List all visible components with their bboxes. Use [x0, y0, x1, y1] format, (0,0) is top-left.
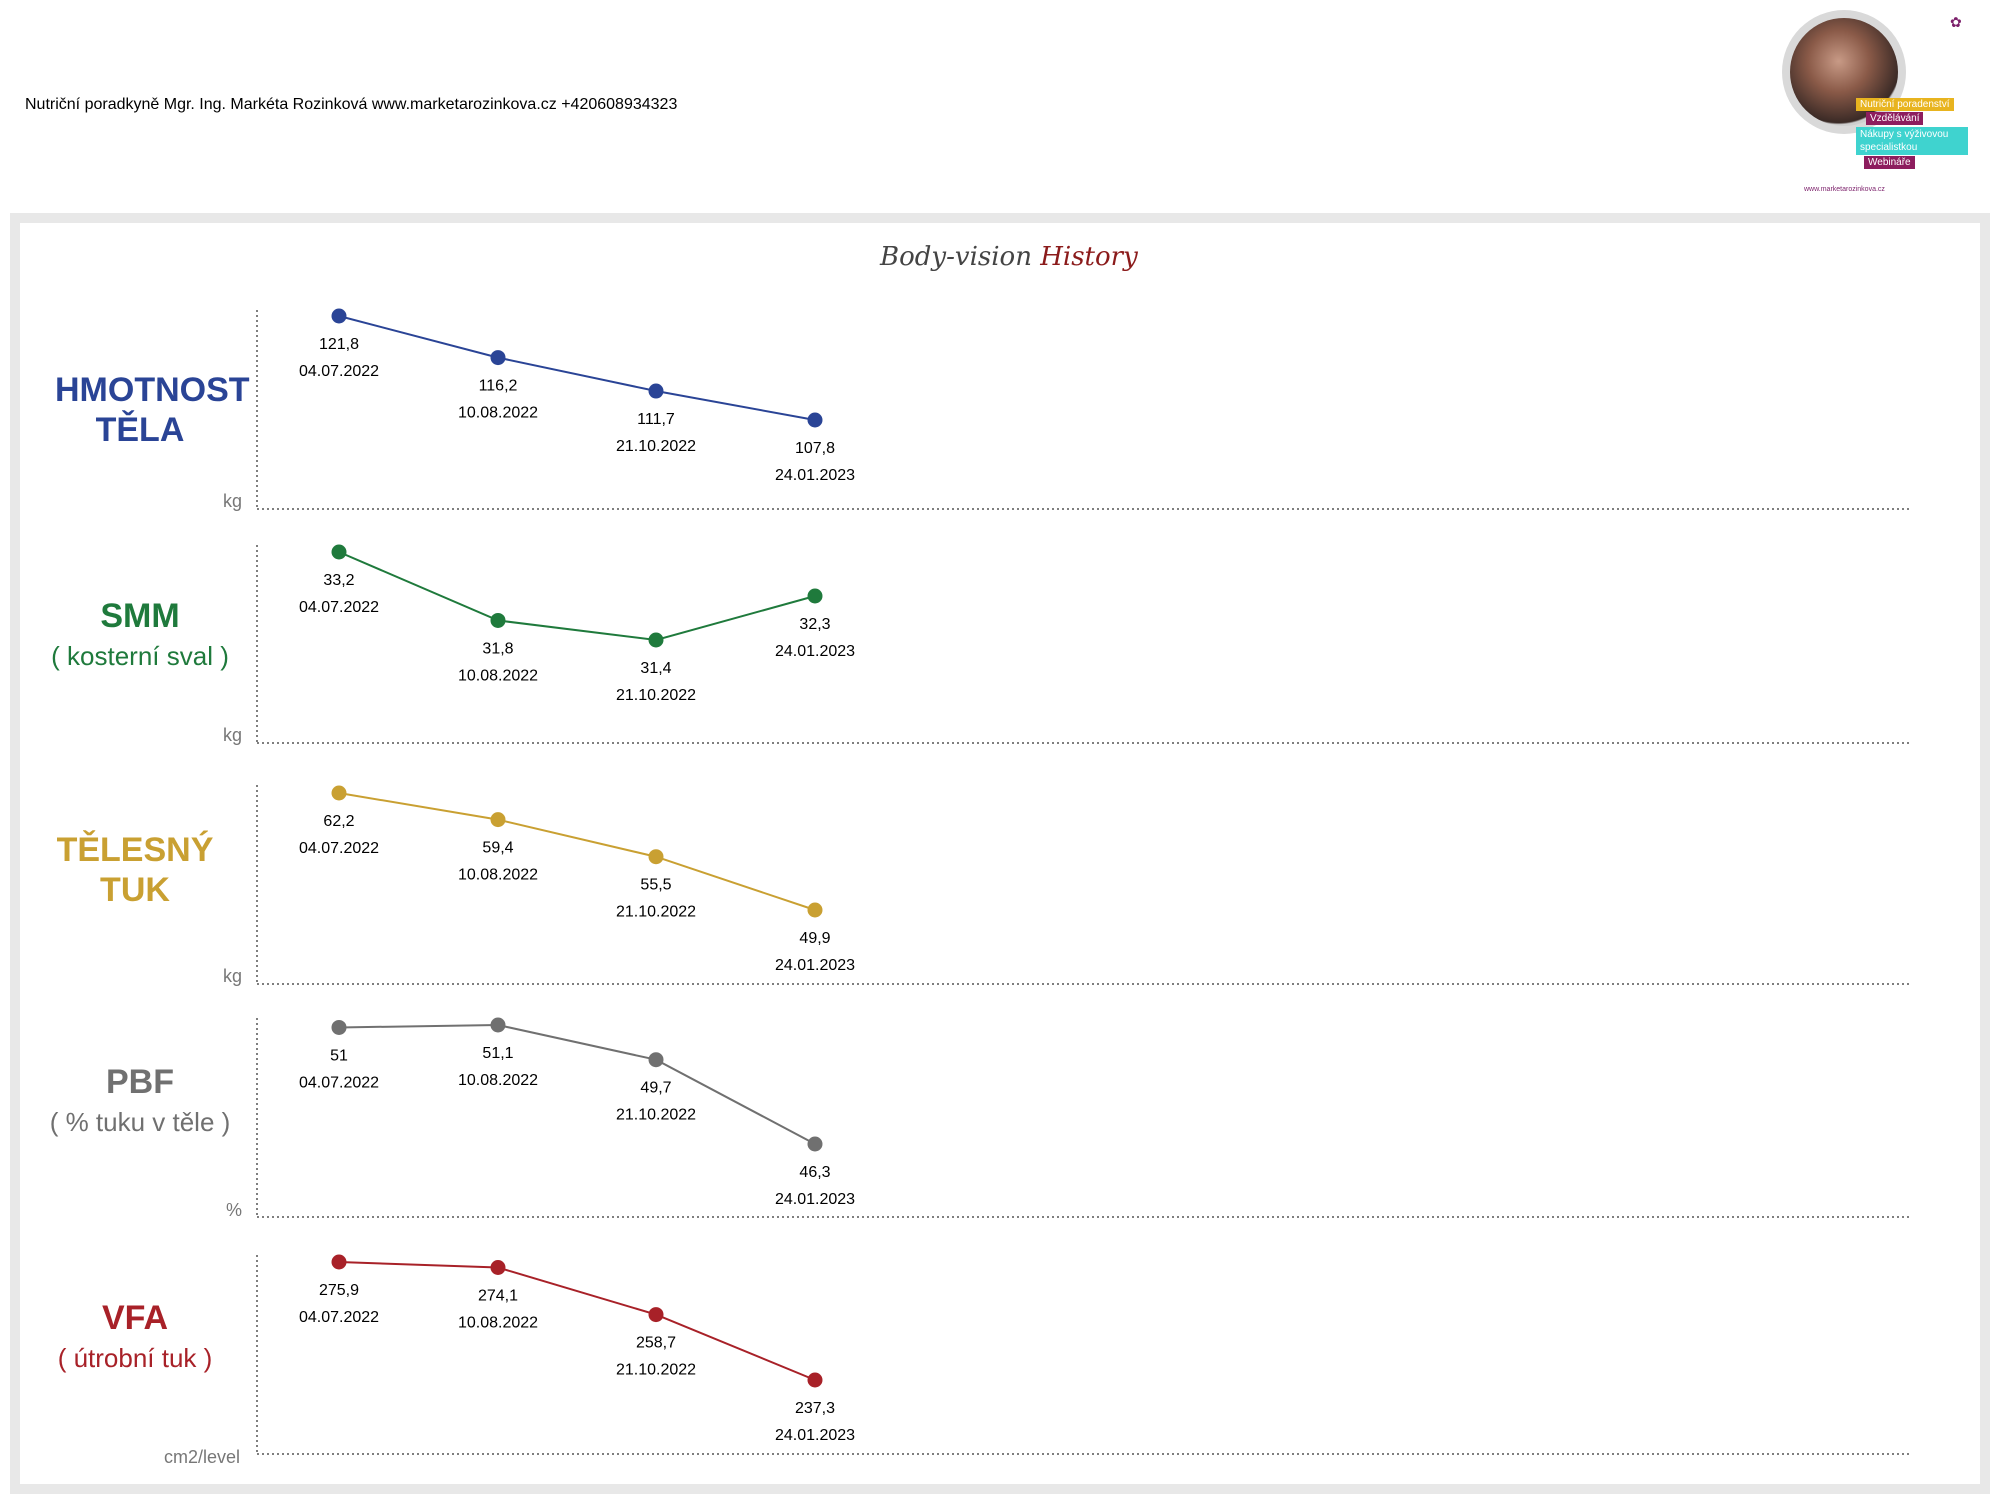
data-point	[807, 588, 823, 604]
series-line	[338, 1261, 816, 1381]
panel-title: PBF	[106, 1063, 174, 1101]
data-label: 107,8	[795, 440, 835, 457]
data-label: 49,7	[640, 1080, 671, 1097]
panel-label-weight: HMOTNOST TĚLA	[25, 370, 255, 450]
x-date-label: 10.08.2022	[458, 667, 538, 684]
logo-tag: Nutriční poradenství	[1856, 98, 1954, 111]
logo-tag: Webináře	[1864, 156, 1915, 169]
data-point	[807, 902, 823, 918]
panel-label-pbf: PBF ( % tuku v těle )	[25, 1062, 255, 1142]
data-point	[490, 612, 506, 628]
data-label: 33,2	[323, 572, 354, 589]
page-title: Body-vision History	[880, 242, 1138, 272]
unit-label: cm2/level	[163, 1447, 240, 1467]
x-date-label: 10.08.2022	[458, 1072, 538, 1089]
unit-label: kg	[222, 491, 242, 511]
brand-mark-icon: ✿	[1950, 14, 1962, 30]
x-date-label: 04.07.2022	[299, 363, 379, 380]
data-label: 59,4	[482, 840, 513, 857]
x-date-label: 21.10.2022	[616, 904, 696, 921]
data-label: 51,1	[482, 1045, 513, 1062]
data-point	[490, 1260, 506, 1276]
data-label: 62,2	[323, 813, 354, 830]
x-date-label: 24.01.2023	[775, 1427, 855, 1444]
x-date-label: 24.01.2023	[775, 1191, 855, 1208]
panel-subtitle: ( útrobní tuk )	[57, 1343, 213, 1373]
x-date-label: 24.01.2023	[775, 467, 855, 484]
x-date-label: 04.07.2022	[299, 599, 379, 616]
data-label: 258,7	[636, 1335, 676, 1352]
x-date-label: 04.07.2022	[299, 1074, 379, 1091]
data-label: 121,8	[319, 336, 359, 353]
x-date-label: 21.10.2022	[616, 438, 696, 455]
x-date-label: 10.08.2022	[458, 405, 538, 422]
x-date-label: 21.10.2022	[616, 1107, 696, 1124]
data-label: 275,9	[319, 1282, 359, 1299]
panel-title: HMOTNOST TĚLA	[55, 371, 250, 449]
panel-title: TĚLESNÝ TUK	[56, 831, 214, 909]
data-point	[331, 544, 347, 560]
data-point	[648, 632, 664, 648]
data-point	[490, 1017, 506, 1033]
data-point	[331, 785, 347, 801]
panel-subtitle: ( % tuku v těle )	[49, 1107, 231, 1137]
data-label: 49,9	[799, 930, 830, 947]
chart-area	[20, 223, 1980, 1484]
data-point	[648, 1052, 664, 1068]
panel-label-vfa: VFA ( útrobní tuk )	[20, 1298, 250, 1378]
unit-label: kg	[222, 966, 242, 986]
series-line	[338, 551, 816, 642]
panel-title: SMM	[100, 597, 180, 635]
panel-subtitle: ( kosterní sval )	[51, 641, 229, 671]
data-point	[490, 350, 506, 366]
data-point	[648, 383, 664, 399]
x-date-label: 04.07.2022	[299, 840, 379, 857]
data-label: 46,3	[799, 1164, 830, 1181]
data-point	[331, 1254, 347, 1270]
data-label: 51	[330, 1047, 348, 1064]
data-label: 31,4	[640, 660, 671, 677]
data-point	[648, 1307, 664, 1323]
data-label: 274,1	[478, 1288, 518, 1305]
panel-title: VFA	[101, 1299, 169, 1337]
data-point	[331, 308, 347, 324]
data-point	[807, 1372, 823, 1388]
data-label: 111,7	[637, 411, 675, 428]
data-label: 31,8	[482, 640, 513, 657]
x-date-label: 24.01.2023	[775, 643, 855, 660]
series-line	[338, 792, 816, 911]
x-date-label: 24.01.2023	[775, 957, 855, 974]
x-date-label: 10.08.2022	[458, 867, 538, 884]
panel-label-smm: SMM ( kosterní sval )	[25, 596, 255, 676]
x-date-label: 21.10.2022	[616, 687, 696, 704]
data-point	[331, 1019, 347, 1035]
unit-label: kg	[222, 725, 242, 745]
series-line	[338, 315, 816, 421]
brand-logo: ✿ Nutriční poradenství Vzdělávání Nákupy…	[1782, 10, 1982, 200]
data-label: 116,2	[479, 378, 518, 395]
x-date-label: 10.08.2022	[458, 1315, 538, 1332]
chart-frame	[10, 213, 1990, 1494]
x-date-label: 21.10.2022	[616, 1362, 696, 1379]
x-date-label: 04.07.2022	[299, 1309, 379, 1326]
data-label: 32,3	[799, 616, 830, 633]
header-contact: Nutriční poradkyně Mgr. Ing. Markéta Roz…	[25, 96, 678, 113]
data-point	[648, 849, 664, 865]
logo-url: www.marketarozinkova.cz	[1804, 186, 1885, 193]
logo-tag: Nákupy s výživovou specialistkou	[1856, 127, 1968, 155]
panel-label-fat: TĚLESNÝ TUK	[20, 830, 250, 910]
data-label: 237,3	[795, 1400, 835, 1417]
data-point	[807, 412, 823, 428]
title-part-2: History	[1040, 242, 1138, 272]
unit-label: %	[225, 1200, 242, 1220]
data-point	[807, 1136, 823, 1152]
data-point	[490, 812, 506, 828]
data-label: 55,5	[640, 877, 671, 894]
series-line	[338, 1023, 816, 1145]
logo-tag: Vzdělávání	[1866, 112, 1924, 125]
title-part-1: Body-vision	[880, 242, 1032, 272]
